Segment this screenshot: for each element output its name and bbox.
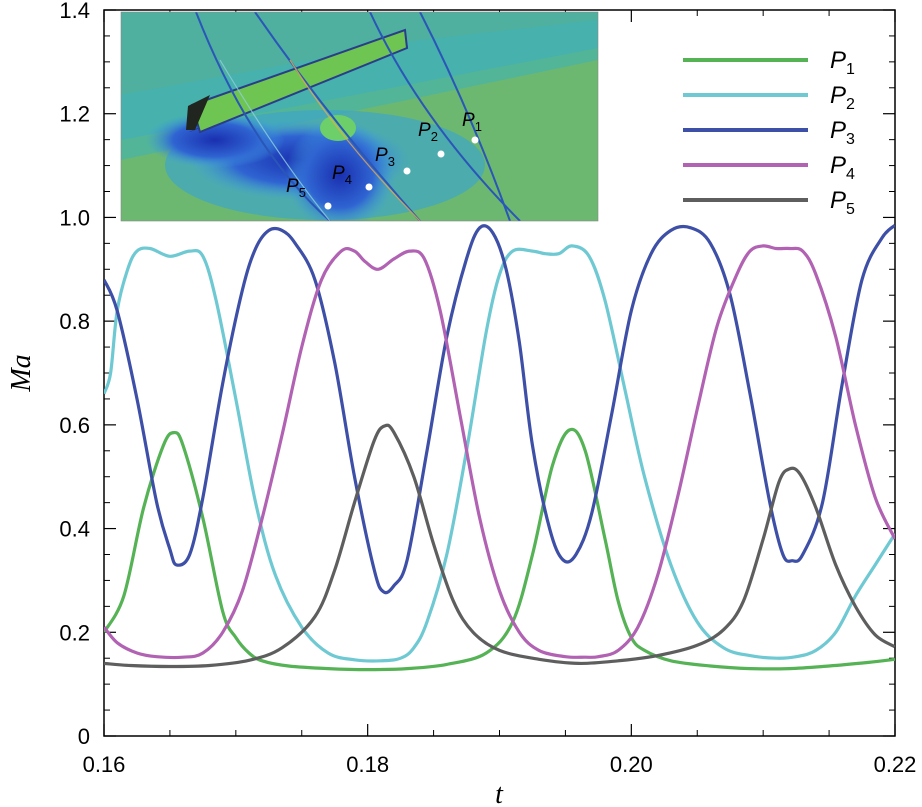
inset-label-p1: P1: [462, 110, 482, 134]
y-tick-label: 0.2: [59, 620, 90, 645]
y-tick-label: 0.6: [59, 413, 90, 438]
inset-flow-field-image: [121, 12, 598, 221]
x-tick-label: 0.16: [83, 752, 126, 777]
x-tick-label: 0.20: [610, 752, 653, 777]
legend-label-p2: P2: [830, 82, 855, 113]
x-tick-label: 0.22: [874, 752, 917, 777]
series-line-p5: [104, 423, 895, 669]
probe-point-p1: [471, 136, 479, 144]
series-line-p4: [104, 244, 895, 660]
inset-label-p3: P3: [375, 145, 395, 169]
y-tick-label: 0.8: [59, 309, 90, 334]
axis-tick-labels: 0.16 0.18 0.20 0.22 0 0.2 0.4 0.6 0.8 1.0 1.2 1.4: [59, 0, 916, 777]
series-line-p2: [104, 244, 895, 663]
probe-point-p3: [403, 167, 411, 175]
y-tick-label: 0.4: [59, 517, 90, 542]
probe-point-p5: [324, 202, 332, 210]
legend-label-p5: P5: [830, 187, 855, 218]
x-tick-label: 0.18: [346, 752, 389, 777]
series-layer: [104, 223, 895, 672]
series-line-p3: [104, 223, 895, 595]
y-tick-label: 1.4: [59, 0, 90, 23]
y-tick-label: 1.0: [59, 205, 90, 230]
inset-label-p4: P4: [332, 163, 352, 187]
legend: P1 P2 P3 P4 P5: [683, 47, 855, 218]
probe-point-p2: [437, 150, 445, 158]
y-tick-label: 0: [78, 724, 90, 749]
inset-label-p2: P2: [418, 120, 438, 144]
series-line-p1: [104, 427, 895, 672]
inset-label-p5: P5: [286, 176, 306, 200]
x-axis-title: t: [495, 779, 504, 807]
legend-label-p4: P4: [830, 152, 855, 183]
y-tick-label: 1.2: [59, 102, 90, 127]
inset-border: [120, 11, 599, 222]
legend-label-p1: P1: [830, 47, 855, 78]
y-axis-title: Ma: [6, 354, 37, 392]
probe-point-p4: [365, 183, 373, 191]
legend-label-p3: P3: [830, 117, 855, 148]
